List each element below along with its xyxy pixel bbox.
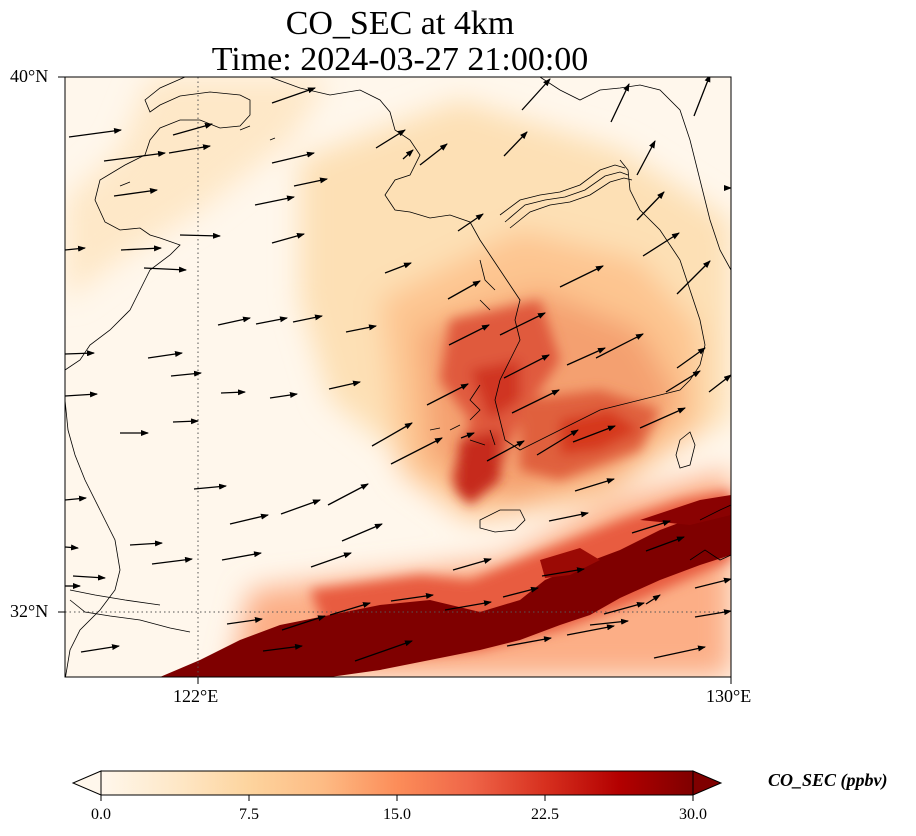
colorbar-tick-label: 0.0 xyxy=(91,806,111,823)
wind-vectors xyxy=(65,77,731,662)
map-title: CO_SEC at 4km xyxy=(285,5,515,42)
colorbar-label: CO_SEC (ppbv) xyxy=(768,770,888,790)
axis-ticks xyxy=(58,76,732,684)
colorbar-min-extend xyxy=(71,770,102,796)
lon-label-130e: 130°E xyxy=(706,686,752,706)
map-time-subtitle: Time: 2024-03-27 21:00:00 xyxy=(211,41,589,78)
colorbar-tick-label: 15.0 xyxy=(383,806,411,823)
concentration-field xyxy=(65,77,731,677)
lat-label-32n: 32°N xyxy=(10,601,49,621)
colorbar-tick-label: 7.5 xyxy=(239,806,259,823)
coastlines xyxy=(65,77,731,677)
colorbar-tick-label: 30.0 xyxy=(679,806,707,823)
colorbar-max-extend xyxy=(692,770,723,796)
lat-label-40n: 40°N xyxy=(10,66,49,86)
map-gridlines xyxy=(65,77,731,677)
colorbar-tick-label: 22.5 xyxy=(531,806,559,823)
lon-label-122e: 122°E xyxy=(173,686,219,706)
map-frame xyxy=(64,76,732,678)
colorbar xyxy=(71,770,723,801)
